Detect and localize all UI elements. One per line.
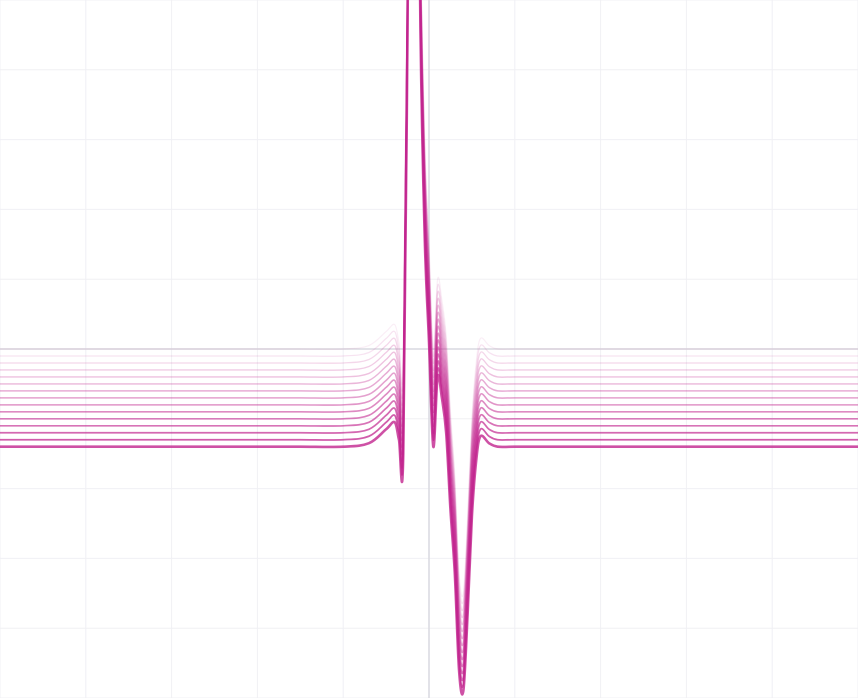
series-line-3: [0, 0, 858, 612]
series-line-2: [0, 0, 858, 605]
series-line-4: [0, 0, 858, 619]
series-line-1: [0, 0, 858, 598]
